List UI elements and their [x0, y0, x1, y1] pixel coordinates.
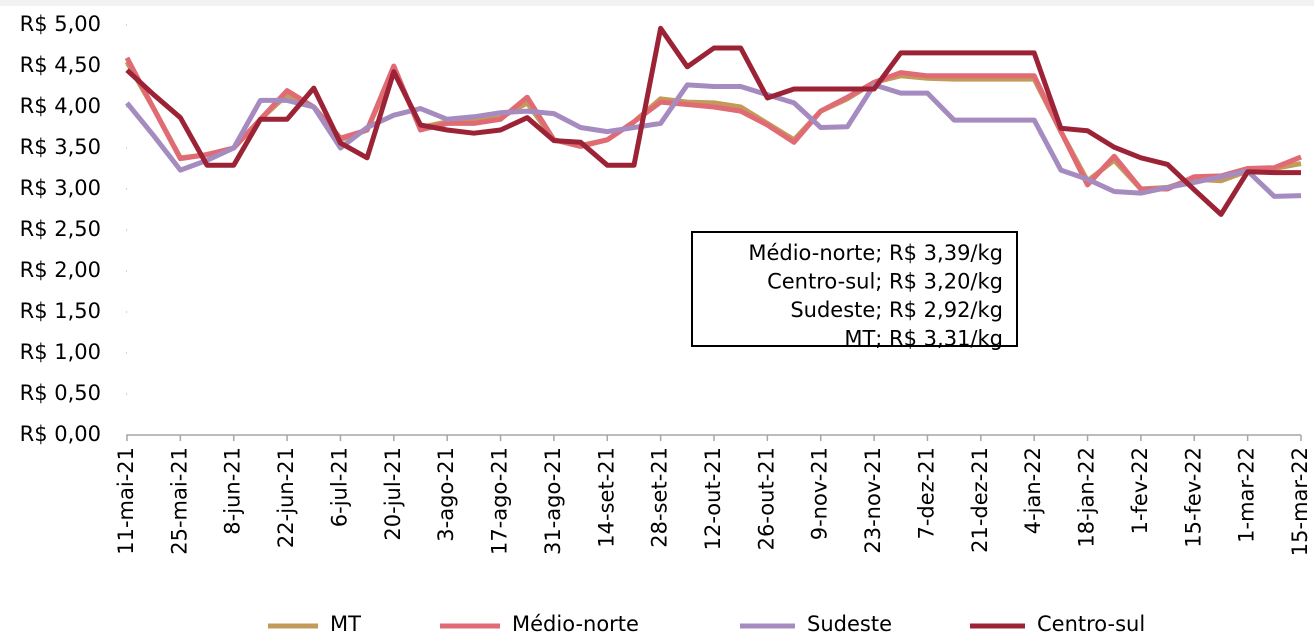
x-tick-label: 8-jun-21 — [221, 447, 245, 535]
x-tick-label: 22-jun-21 — [274, 447, 298, 548]
top-strip — [0, 0, 1314, 6]
annotation: MT; R$ 3,31/kg — [844, 327, 1003, 351]
y-tick-label: R$ 4,50 — [20, 53, 101, 77]
x-tick-label: 6-jul-21 — [327, 447, 351, 527]
x-tick-label: 7-dez-21 — [914, 447, 938, 540]
y-tick-label: R$ 2,00 — [20, 258, 101, 282]
series-line — [124, 56, 1302, 192]
x-tick-label: 3-ago-21 — [434, 447, 458, 542]
x-tick-label: 9-nov-21 — [808, 447, 832, 540]
y-tick-label: R$ 0,50 — [20, 381, 101, 405]
legend-label: Sudeste — [807, 612, 892, 636]
y-tick-label: R$ 2,50 — [20, 217, 101, 241]
x-tick-label: 17-ago-21 — [488, 447, 512, 555]
x-tick-label: 18-jan-22 — [1075, 447, 1099, 548]
y-tick-label: R$ 1,00 — [20, 340, 101, 364]
x-tick-label: 21-dez-21 — [968, 447, 992, 553]
y-tick-label: R$ 4,00 — [20, 94, 101, 118]
x-tick-label: 31-ago-21 — [541, 447, 565, 555]
annotation-box — [691, 231, 1018, 347]
x-tick-label: 15-mar-22 — [1288, 447, 1312, 556]
y-tick-label: R$ 1,50 — [20, 299, 101, 323]
x-tick-label: 26-out-21 — [754, 447, 778, 550]
x-tick-label: 15-fev-22 — [1181, 447, 1205, 548]
x-tick-label: 1-fev-22 — [1128, 447, 1152, 534]
x-tick-label: 28-set-21 — [648, 447, 672, 548]
y-tick-label: R$ 0,00 — [20, 422, 101, 446]
y-tick-label: R$ 3,50 — [20, 135, 101, 159]
x-tick-label: 11-mai-21 — [114, 447, 138, 555]
y-tick-label: R$ 5,00 — [20, 12, 101, 36]
series-line — [125, 82, 1302, 199]
legend-label: Centro-sul — [1037, 612, 1145, 636]
x-tick-label: 4-jan-22 — [1021, 447, 1045, 534]
legend-label: Médio-norte — [512, 612, 639, 636]
y-tick-label: R$ 3,00 — [20, 176, 101, 200]
legend-label: MT — [330, 612, 361, 636]
annotation: Centro-sul; R$ 3,20/kg — [767, 270, 1003, 294]
annotation: Médio-norte; R$ 3,39/kg — [748, 241, 1003, 265]
x-tick-label: 1-mar-22 — [1235, 447, 1259, 543]
x-tick-label: 12-out-21 — [701, 447, 725, 550]
x-tick-label: 25-mai-21 — [167, 447, 191, 555]
x-tick-label: 20-jul-21 — [381, 447, 405, 541]
x-tick-label: 23-nov-21 — [861, 447, 885, 554]
annotation: Sudeste; R$ 2,92/kg — [790, 298, 1003, 322]
x-tick-label: 14-set-21 — [594, 447, 618, 548]
series-line — [125, 25, 1301, 217]
